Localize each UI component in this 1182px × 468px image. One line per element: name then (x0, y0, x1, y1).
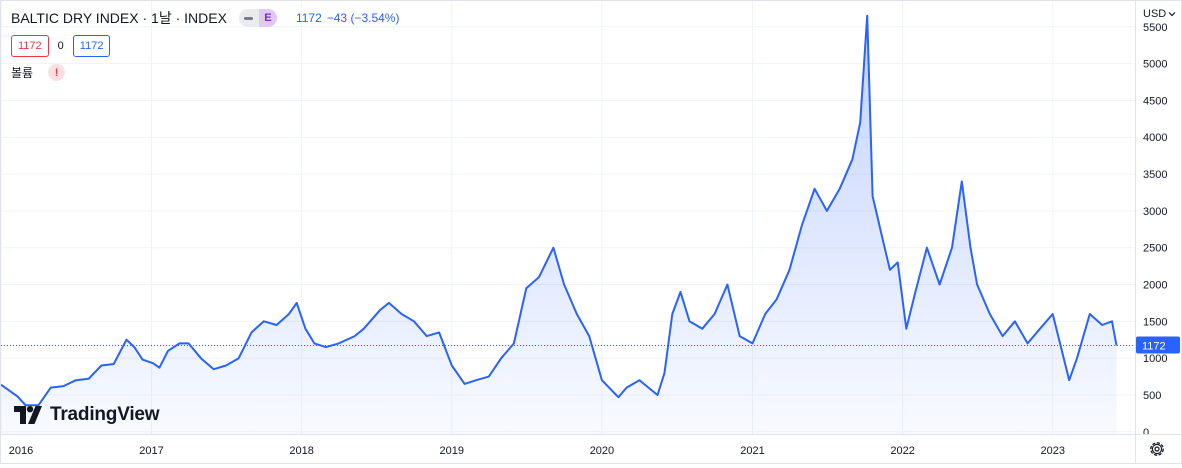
volume-label[interactable]: 볼륨 (11, 66, 34, 80)
price-axis-labels: 0 500 1000 1500 2000 2500 3000 3500 4000 4500 5000… (1136, 22, 1180, 439)
legend: BALTIC DRY INDEX · 1날 · INDEX E 1172 −43… (11, 8, 399, 28)
x-tick-label: 2021 (740, 445, 764, 457)
y-tick-label: 1500 (1143, 316, 1167, 328)
currency-label: USD (1143, 8, 1167, 20)
settings-gear-icon[interactable] (1148, 440, 1166, 458)
market-closed-icon (238, 9, 259, 27)
market-status-pill[interactable]: E (238, 9, 277, 27)
chart-plot[interactable] (0, 1, 1135, 434)
series-line[interactable] (0, 14, 1118, 407)
chevron-down-icon (1168, 12, 1176, 17)
y-tick-label: 500 (1143, 390, 1161, 402)
x-tick-label: 2022 (890, 445, 914, 457)
x-tick-label: 2018 (289, 445, 313, 457)
y-tick-label: 5000 (1143, 59, 1167, 71)
price-axis[interactable]: 0 500 1000 1500 2000 2500 3000 3500 4000 4500 5000… (1135, 1, 1182, 439)
last-price-label: 1172 (1136, 336, 1180, 354)
bid-button[interactable]: 1172 (11, 35, 49, 57)
y-tick-label: 3500 (1143, 169, 1167, 181)
warning-icon[interactable]: ! (48, 64, 66, 81)
last-price-label-bg (1136, 336, 1180, 354)
y-tick-label: 2000 (1143, 280, 1167, 292)
spread-value: 0 (57, 40, 64, 52)
y-tick-label: 3000 (1143, 206, 1167, 218)
currency-selector[interactable]: USD (1143, 8, 1176, 20)
main-pane[interactable] (0, 1, 1135, 434)
y-tick-label: 1000 (1143, 353, 1167, 365)
legend-last-price: 1172 (295, 11, 322, 25)
tradingview-wordmark: TradingView (50, 404, 160, 425)
y-tick-label: 5500 (1143, 22, 1167, 34)
earnings-badge: E (258, 9, 277, 27)
bid-ask-panel: 1172 0 1172 (11, 35, 111, 57)
last-price-label-text: 1172 (1142, 340, 1166, 352)
ask-button[interactable]: 1172 (72, 35, 111, 57)
y-tick-label: 4500 (1143, 95, 1167, 107)
area-fill (1, 15, 1117, 434)
x-tick-label: 2019 (440, 445, 464, 457)
tradingview-logo-icon (14, 406, 42, 424)
tradingview-logo[interactable]: TradingView (14, 404, 160, 426)
x-tick-label: 2017 (139, 445, 163, 457)
y-tick-label: 4000 (1143, 132, 1167, 144)
time-axis[interactable]: 2016 2017 2018 2019 2020 2021 2022 2023 (1, 434, 1135, 463)
volume-legend: 볼륨 ! (11, 64, 66, 81)
x-tick-label: 2016 (9, 445, 33, 457)
y-tick-label: 2500 (1143, 243, 1167, 255)
symbol-title[interactable]: BALTIC DRY INDEX · 1날 · INDEX (11, 10, 227, 26)
axis-corner (1135, 434, 1182, 463)
legend-change: −43 (−3.54%) (326, 11, 400, 25)
x-tick-label: 2023 (1040, 445, 1064, 457)
y-tick-label: 0 (1143, 427, 1149, 434)
x-tick-label: 2020 (590, 445, 614, 457)
time-axis-labels: 2016 2017 2018 2019 2020 2021 2022 2023 (9, 445, 1065, 457)
